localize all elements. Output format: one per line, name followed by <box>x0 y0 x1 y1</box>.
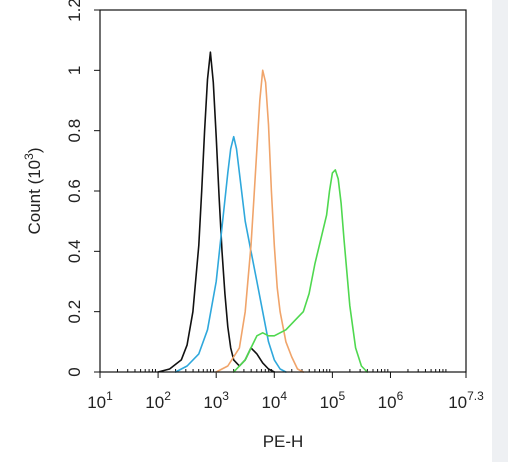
right-frame-strip <box>492 0 508 462</box>
y-axis-title-exponent: 3 <box>22 153 36 160</box>
axis-major-ticks <box>94 9 467 378</box>
x-tick-label: 106 <box>378 389 404 412</box>
x-tick-label-exponent: 6 <box>397 389 404 403</box>
x-tick-label-exponent: 2 <box>164 389 171 403</box>
x-tick-label-exponent: 4 <box>280 389 287 403</box>
y-tick-label: 0.4 <box>65 240 84 264</box>
x-tick-label: 107.3 <box>448 389 484 412</box>
x-tick-label-base: 10 <box>87 393 106 412</box>
x-axis-title: PE-H <box>263 432 304 451</box>
x-tick-label-exponent: 1 <box>106 389 113 403</box>
x-tick-label-exponent: 7.3 <box>467 389 484 403</box>
chart-background <box>0 0 492 462</box>
y-axis-title-base: Count (10 <box>25 160 44 235</box>
x-tick-labels: 101 102 103 104 105 106 107.3 <box>87 389 484 412</box>
y-axis-title-suffix: ) <box>25 147 44 153</box>
x-tick-label: 105 <box>320 389 346 412</box>
x-tick-label-base: 10 <box>261 393 280 412</box>
x-tick-label: 101 <box>87 389 113 412</box>
y-tick-label: 0 <box>65 367 84 376</box>
x-tick-label-base: 10 <box>378 393 397 412</box>
y-tick-labels: 0 0.2 0.4 0.6 0.8 1 1.2 <box>65 0 84 377</box>
x-tick-label: 103 <box>203 389 229 412</box>
series-group <box>157 51 369 373</box>
y-tick-label: 1.2 <box>65 0 84 22</box>
histogram-series-line <box>215 69 305 373</box>
y-tick-label: 1 <box>65 66 84 75</box>
y-tick-label: 0.6 <box>65 179 84 203</box>
x-tick-label-exponent: 3 <box>222 389 229 403</box>
x-tick-label: 102 <box>145 389 171 412</box>
x-tick-label-exponent: 5 <box>338 389 345 403</box>
histogram-series-line <box>174 135 287 373</box>
x-tick-label: 104 <box>261 389 287 412</box>
y-axis-title: Count (103) <box>22 147 44 234</box>
plot-frame <box>99 9 467 373</box>
x-tick-label-base: 10 <box>203 393 222 412</box>
histogram-series-line <box>232 169 369 373</box>
histogram-chart: 101 102 103 104 105 106 107.3 00.20.40.60.811.… <box>0 0 492 462</box>
y-tick-label: 0.8 <box>65 119 84 143</box>
x-tick-label-base: 10 <box>145 393 164 412</box>
y-tick-label: 0.2 <box>65 300 84 324</box>
x-tick-label-base: 10 <box>448 393 467 412</box>
x-tick-label-base: 10 <box>320 393 339 412</box>
